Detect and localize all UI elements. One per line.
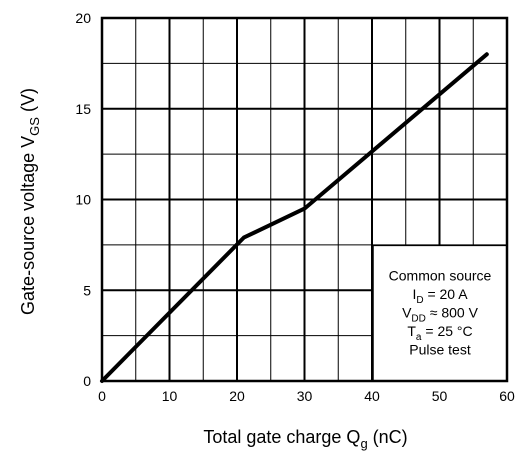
series-layer [100,52,489,383]
legend-line: VDD ≈ 800 V [402,304,479,324]
y-tick-label: 10 [75,192,91,208]
y-axis-label: Gate-source voltage VGS (V) [18,88,42,315]
x-tick-label: 30 [297,388,313,404]
legend-line: Ta = 25 °C [407,323,472,343]
y-tick-label: 15 [75,101,91,117]
x-tick-label: 50 [432,388,448,404]
x-axis-label: Total gate charge Qg (nC) [203,427,407,451]
x-tick-label: 0 [98,388,106,404]
plot-frame [100,16,509,383]
x-tick-label: 60 [499,388,515,404]
series-line [100,52,489,383]
x-tick-label: 10 [162,388,178,404]
x-tick-label: 20 [229,388,245,404]
y-tick-label: 5 [83,282,91,298]
axis-labels: Total gate charge Qg (nC) Gate-source vol… [18,88,408,451]
legend-line: Common source [389,267,492,283]
x-tick-label: 40 [364,388,380,404]
y-tick-label: 0 [83,373,91,389]
plot-area-border [100,16,509,383]
y-tick-label: 20 [75,10,91,26]
tick-labels: 0 10 20 30 40 50 60 0 5 10 15 20 [75,10,515,404]
legend-line: ID = 20 A [412,286,468,306]
legend-line: Pulse test [409,341,471,357]
legend-box-frame [372,244,508,382]
